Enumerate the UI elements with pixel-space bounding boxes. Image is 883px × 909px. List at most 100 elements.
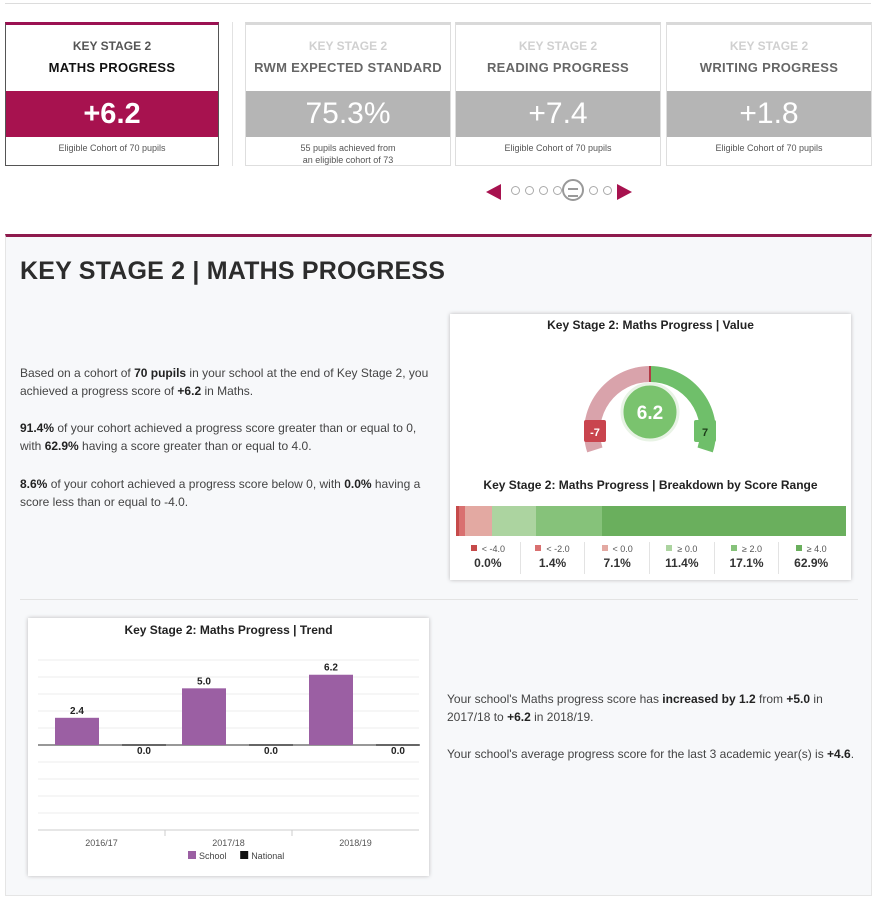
breakdown-segment — [459, 506, 465, 536]
national-bar — [249, 744, 293, 746]
trend-chart-card: Key Stage 2: Maths Progress | Trend 2.4 0… — [28, 618, 429, 876]
kpi-card-maths-progress[interactable]: KEY STAGE 2 MATHS PROGRESS +6.2 Eligible… — [5, 22, 219, 166]
pager-dot[interactable] — [603, 186, 612, 195]
gauge-value-label: 6.2 — [637, 403, 663, 424]
breakdown-range-label: < 0.0 — [585, 542, 649, 556]
pager-dot[interactable] — [511, 186, 520, 195]
card-metric-label: RWM EXPECTED STANDARD — [254, 60, 442, 75]
national-bar-label: 0.0 — [264, 746, 278, 757]
breakdown-range-label: < -4.0 — [456, 542, 520, 556]
card-value: 75.3% — [246, 91, 450, 137]
pager-dot[interactable] — [539, 186, 548, 195]
gauge-positive-band — [650, 366, 716, 453]
section-divider — [20, 599, 858, 600]
pager-dot-active[interactable] — [562, 179, 584, 201]
school-bar — [55, 717, 99, 745]
breakdown-legend-item: < -4.0 0.0% — [456, 542, 521, 574]
card-cohort-text: Eligible Cohort of 70 pupils — [715, 143, 823, 153]
trend-paragraph-change: Your school's Maths progress score has i… — [447, 692, 823, 724]
pager-dot[interactable] — [589, 186, 598, 195]
pager-dot[interactable] — [525, 186, 534, 195]
school-bar — [309, 674, 353, 745]
breakdown-range-value: 1.4% — [538, 556, 567, 570]
card-cohort-text: 55 pupils achieved from an eligible cohor… — [300, 143, 396, 165]
kpi-card-writing-progress[interactable]: KEY STAGE 2 WRITING PROGRESS +1.8 Eligib… — [666, 22, 872, 166]
x-tick-label: 2018/19 — [339, 838, 372, 848]
breakdown-range-value: 17.1% — [729, 556, 764, 570]
kpi-card-reading-progress[interactable]: KEY STAGE 2 READING PROGRESS +7.4 Eligib… — [455, 22, 661, 166]
gauge-min-badge — [584, 420, 606, 442]
national-bar — [122, 744, 166, 746]
breakdown-stacked-bar — [456, 506, 846, 536]
breakdown-range-label: ≥ 2.0 — [715, 542, 779, 556]
breakdown-range-value: 11.4% — [665, 556, 699, 570]
breakdown-segment — [491, 506, 537, 536]
breakdown-segment — [602, 506, 846, 536]
school-bar-label: 2.4 — [70, 706, 84, 717]
trend-bar-chart: 2.4 0.0 2016/17 5.0 0.0 2017/18 6.2 0.0 2018/19 S… — [38, 659, 420, 861]
card-divider — [232, 22, 233, 166]
breakdown-legend-item: ≥ 2.0 17.1% — [715, 542, 780, 574]
card-value: +7.4 — [456, 91, 660, 137]
legend-label: National — [251, 851, 284, 861]
breakdown-range-value: 0.0% — [474, 556, 502, 570]
breakdown-range-label: ≥ 4.0 — [779, 542, 843, 556]
legend-swatch-icon — [666, 545, 673, 551]
breakdown-segment — [464, 506, 492, 536]
breakdown-legend-item: < 0.0 7.1% — [585, 542, 651, 574]
legend-swatch — [188, 851, 196, 859]
gauge-max-label: 7 — [702, 427, 708, 439]
next-arrow-icon[interactable] — [617, 184, 632, 200]
trend-paragraph-average: Your school's average progress score for… — [447, 747, 855, 761]
legend-swatch-icon — [470, 545, 477, 551]
breakdown-range-value: 7.1% — [603, 556, 631, 570]
national-bar — [376, 744, 420, 746]
summary-paragraph-cohort: Based on a cohort of 70 pupils in your s… — [20, 366, 429, 398]
pager-dot[interactable] — [553, 186, 562, 195]
gauge-negative-band — [584, 366, 650, 453]
school-bar-label: 6.2 — [324, 663, 338, 674]
legend-swatch-icon — [601, 545, 608, 551]
trend-title: Key Stage 2: Maths Progress | Trend — [124, 623, 333, 637]
x-tick-label: 2017/18 — [212, 838, 245, 848]
kpi-card-rwm-expected-standard[interactable]: KEY STAGE 2 RWM EXPECTED STANDARD 75.3% … — [245, 22, 451, 166]
card-value: +6.2 — [6, 91, 218, 137]
breakdown-legend: < -4.0 0.0% < -2.0 1.4% < 0.0 7.1% ≥ 0.0 11.4% ≥… — [456, 542, 843, 574]
breakdown-range-label: ≥ 0.0 — [650, 542, 714, 556]
gauge-title: Key Stage 2: Maths Progress | Value — [547, 318, 754, 332]
legend-swatch-icon — [535, 545, 542, 551]
panel-title: KEY STAGE 2 | MATHS PROGRESS — [20, 257, 446, 285]
card-cohort-text: Eligible Cohort of 70 pupils — [58, 143, 166, 153]
breakdown-segment — [456, 506, 460, 536]
summary-paragraph-above-zero: 91.4% of your cohort achieved a progress… — [20, 421, 417, 453]
legend-swatch-icon — [795, 545, 802, 551]
breakdown-legend-item: < -2.0 1.4% — [521, 542, 586, 574]
detail-panel: KEY STAGE 2 | MATHS PROGRESS Based on a … — [5, 234, 872, 896]
legend-swatch — [240, 851, 249, 859]
previous-arrow-icon[interactable] — [486, 184, 501, 200]
legend-swatch-icon — [731, 545, 738, 551]
gauge-chart: 6.2 -7 7 — [584, 366, 716, 453]
card-stage-label: KEY STAGE 2 — [308, 39, 388, 53]
breakdown-legend-item: ≥ 4.0 62.9% — [779, 542, 843, 574]
national-bar-label: 0.0 — [391, 746, 405, 757]
breakdown-range-label: < -2.0 — [521, 542, 585, 556]
card-metric-label: WRITING PROGRESS — [699, 60, 839, 75]
summary-paragraph-below-zero: 8.6% of your cohort achieved a progress … — [20, 477, 421, 509]
x-tick-label: 2016/17 — [85, 838, 118, 848]
card-metric-label: MATHS PROGRESS — [48, 60, 176, 75]
gauge-min-label: -7 — [590, 427, 600, 439]
breakdown-legend-item: ≥ 0.0 11.4% — [650, 542, 715, 574]
card-stage-label: KEY STAGE 2 — [518, 39, 598, 53]
school-bar — [182, 688, 226, 745]
top-divider — [5, 3, 871, 4]
breakdown-segment — [536, 506, 603, 536]
breakdown-title: Key Stage 2: Maths Progress | Breakdown … — [483, 478, 818, 492]
school-bar-label: 5.0 — [197, 676, 211, 687]
national-bar-label: 0.0 — [137, 746, 151, 757]
card-stage-label: KEY STAGE 2 — [729, 39, 809, 53]
card-metric-label: READING PROGRESS — [486, 60, 630, 75]
card-stage-label: KEY STAGE 2 — [72, 39, 152, 53]
gauge-max-badge — [694, 420, 716, 442]
card-cohort-text: Eligible Cohort of 70 pupils — [504, 143, 612, 153]
